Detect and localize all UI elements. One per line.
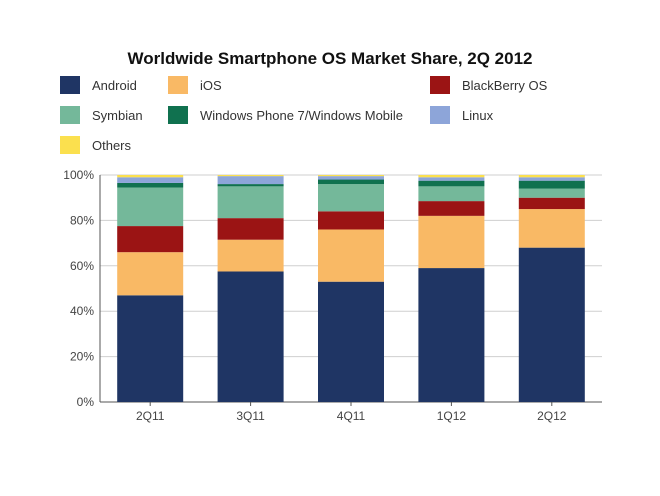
bar-segment-android bbox=[217, 271, 284, 402]
legend-item-ios: iOS bbox=[168, 74, 222, 96]
bar-segment-blackberry-os bbox=[518, 197, 585, 210]
bar-segment-android bbox=[418, 268, 485, 402]
legend-label-others: Others bbox=[92, 137, 132, 153]
bar-segment-others bbox=[117, 175, 184, 178]
bar-segment-windows-phone-7-windows-mobile bbox=[117, 182, 184, 188]
bar-segment-ios bbox=[518, 209, 585, 248]
bar-segment-android bbox=[518, 247, 585, 402]
bar-segment-linux bbox=[418, 177, 485, 181]
x-tick-label: 1Q12 bbox=[437, 409, 467, 423]
y-tick-label: 20% bbox=[70, 350, 94, 364]
bar-segment-android bbox=[117, 295, 184, 402]
bar-segment-windows-phone-7-windows-mobile bbox=[318, 179, 384, 185]
bar-segment-windows-phone-7-windows-mobile bbox=[418, 180, 485, 187]
bar-segment-blackberry-os bbox=[217, 218, 284, 240]
bar-segment-windows-phone-7-windows-mobile bbox=[518, 180, 585, 189]
bar-segment-android bbox=[318, 281, 384, 402]
legend-item-symbian: Symbian bbox=[60, 104, 143, 126]
legend-label-blackberry: BlackBerry OS bbox=[462, 77, 548, 93]
bar-segment-windows-phone-7-windows-mobile bbox=[217, 184, 284, 187]
legend-swatch-others bbox=[60, 136, 80, 154]
bar-segment-others bbox=[217, 175, 284, 177]
x-tick-label: 3Q11 bbox=[236, 409, 265, 423]
chart-title: Worldwide Smartphone OS Market Share, 2Q… bbox=[127, 49, 533, 68]
y-tick-label: 0% bbox=[77, 395, 95, 409]
legend-item-android: Android bbox=[60, 74, 137, 96]
legend-swatch-windows-phone bbox=[168, 106, 188, 124]
bar-segment-symbian bbox=[518, 188, 585, 198]
y-tick-label: 60% bbox=[70, 259, 94, 273]
bar-segment-symbian bbox=[217, 186, 284, 219]
bar-segment-others bbox=[518, 175, 585, 178]
legend-swatch-linux bbox=[430, 106, 450, 124]
x-tick-label: 2Q12 bbox=[537, 409, 567, 423]
legend-swatch-blackberry bbox=[430, 76, 450, 94]
legend-label-symbian: Symbian bbox=[92, 107, 143, 123]
bar-segment-linux bbox=[117, 177, 184, 183]
bar-segment-blackberry-os bbox=[418, 201, 485, 216]
x-tick-label: 4Q11 bbox=[337, 409, 366, 423]
legend-item-windows-phone: Windows Phone 7/Windows Mobile bbox=[168, 104, 403, 126]
x-tick-label: 2Q11 bbox=[136, 409, 165, 423]
y-tick-label: 40% bbox=[70, 304, 94, 318]
bar-segment-ios bbox=[217, 239, 284, 272]
bar-segment-others bbox=[418, 175, 485, 178]
bar-segment-ios bbox=[117, 252, 184, 296]
bar-segment-symbian bbox=[318, 184, 384, 212]
legend-label-ios: iOS bbox=[200, 77, 222, 93]
bar-segment-blackberry-os bbox=[117, 226, 184, 253]
bar-segment-ios bbox=[318, 229, 384, 282]
bar-segment-linux bbox=[217, 176, 284, 185]
legend-item-linux: Linux bbox=[430, 104, 493, 126]
legend-item-others: Others bbox=[60, 134, 131, 156]
legend-swatch-android bbox=[60, 76, 80, 94]
legend-item-blackberry: BlackBerry OS bbox=[430, 74, 547, 96]
legend-label-windows-phone: Windows Phone 7/Windows Mobile bbox=[200, 107, 404, 123]
y-tick-label: 80% bbox=[70, 213, 94, 227]
bar-segment-blackberry-os bbox=[318, 211, 384, 230]
y-tick-label: 100% bbox=[63, 168, 94, 182]
legend-label-android: Android bbox=[92, 77, 137, 93]
bar-segment-others bbox=[318, 175, 384, 177]
bar-segment-linux bbox=[518, 177, 585, 181]
bar-segment-symbian bbox=[117, 187, 184, 227]
bar-segment-ios bbox=[418, 215, 485, 269]
legend-swatch-ios bbox=[168, 76, 188, 94]
bar-segment-linux bbox=[318, 176, 384, 180]
bar-segment-symbian bbox=[418, 186, 485, 202]
legend-label-linux: Linux bbox=[462, 107, 494, 123]
legend-swatch-symbian bbox=[60, 106, 80, 124]
